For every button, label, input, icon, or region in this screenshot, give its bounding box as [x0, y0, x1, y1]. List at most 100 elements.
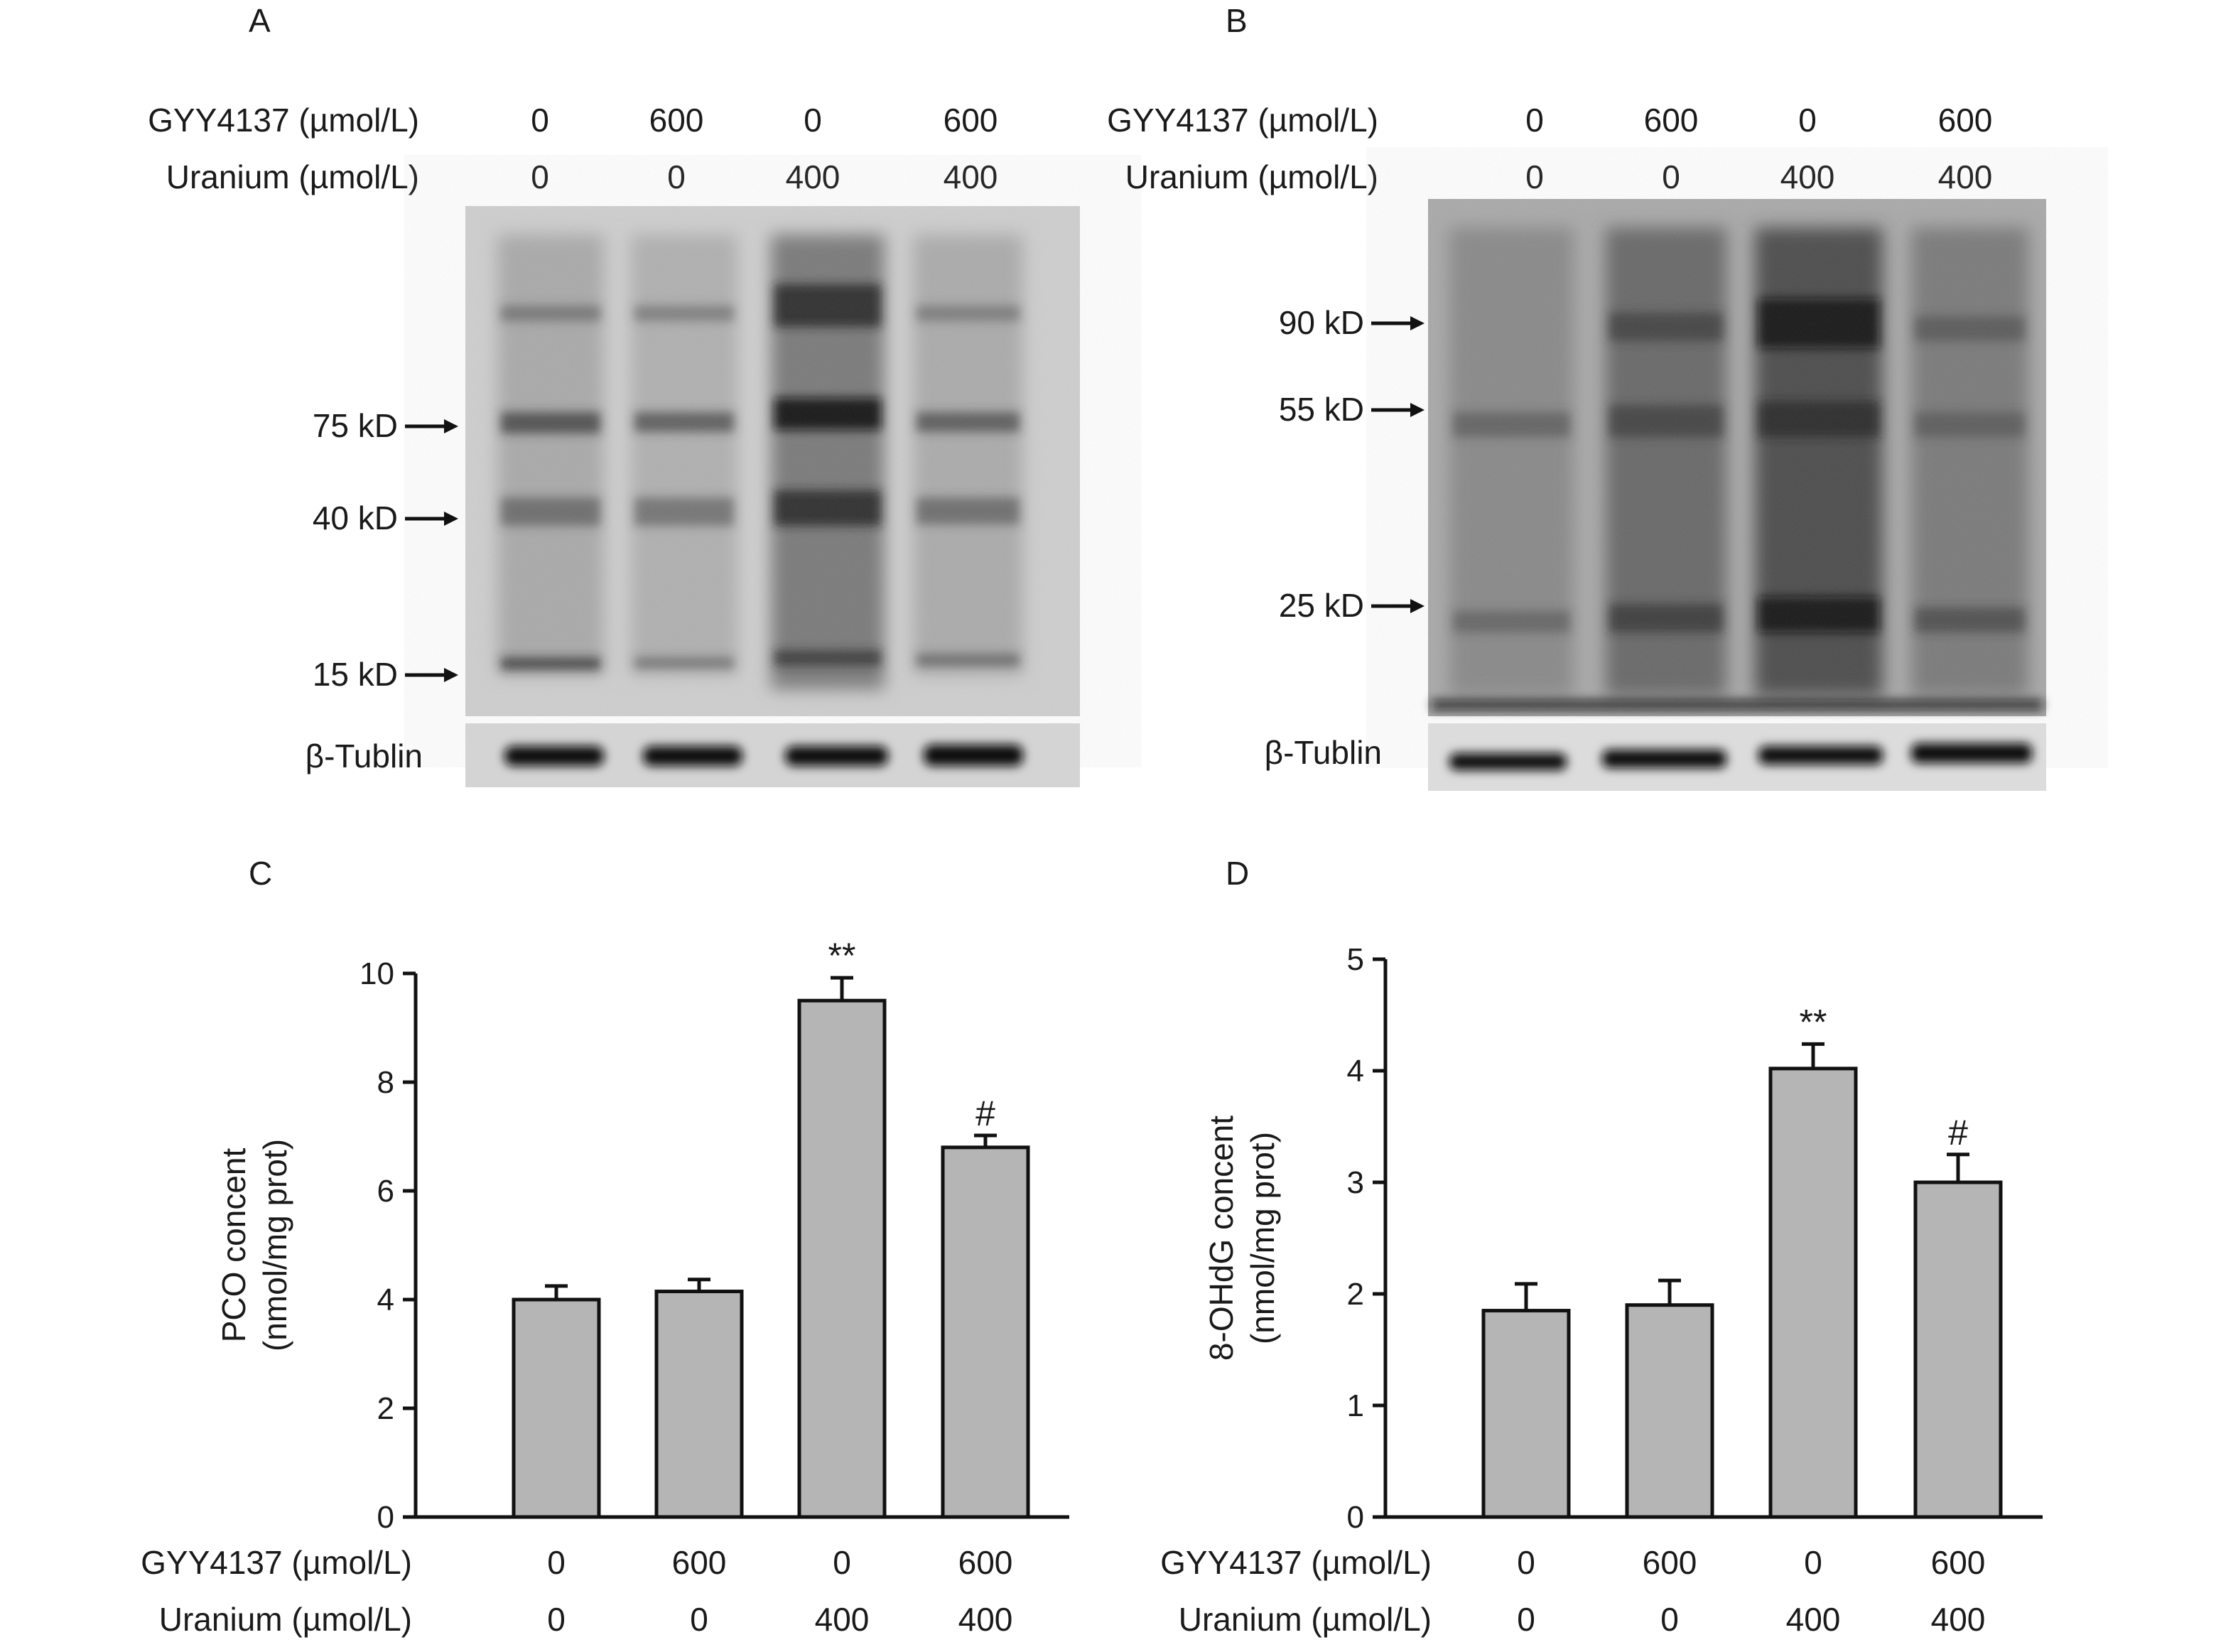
- y-tick-label: 0: [1347, 1500, 1364, 1535]
- blot-b-tubulin-band: [1911, 743, 2032, 763]
- y-axis-label: 8-OHdG concent: [1203, 1116, 1240, 1361]
- chart-8ohdg: 0 1 2 3 4 5 8-OHdG concent (nmol/mg prot) 0 0 600 0…: [1160, 942, 2043, 1638]
- blot-b-row-label-gyy: GYY4137 (µmol/L): [1107, 102, 1378, 139]
- y-tick-label: 10: [360, 956, 394, 991]
- x-label-uranium: 400: [1786, 1601, 1841, 1638]
- blot-b-marker-label: 90 kD: [1279, 304, 1364, 341]
- blot-a-grain: [465, 206, 1080, 716]
- blot-b-tubulin-band: [1758, 746, 1883, 765]
- panel-label-a: A: [249, 2, 271, 39]
- x-label-gyy: 0: [547, 1544, 566, 1581]
- bar: [1625, 1303, 1714, 1519]
- y-axis-label-units: (nmol/mg prot): [256, 1139, 293, 1351]
- x-label-gyy: 600: [1643, 1544, 1697, 1581]
- blot-b-tubulin-band: [1449, 753, 1567, 770]
- blot-a-lane2-gyy: 600: [649, 102, 704, 139]
- blot-b-grain: [1428, 199, 2046, 716]
- y-axis-label-units: (nmol/mg prot): [1244, 1132, 1281, 1344]
- x-label-uranium: 400: [958, 1601, 1013, 1638]
- bar: [1768, 1067, 1858, 1519]
- blot-b-lane1-gyy: 0: [1525, 102, 1544, 139]
- blot-b-marker-label: 25 kD: [1279, 587, 1364, 624]
- significance-mark: **: [828, 936, 856, 976]
- blot-a-marker-arrowhead: [444, 668, 458, 682]
- x-label-uranium: 0: [690, 1601, 708, 1638]
- blot-b: GYY4137 (µmol/L) Uranium (µmol/L) 0 600 …: [1107, 102, 2046, 791]
- blot-a-lane4-uranium: 400: [944, 158, 998, 195]
- blot-a-lane4-gyy: 600: [944, 102, 998, 139]
- row-label-uranium: Uranium (µmol/L): [1179, 1601, 1432, 1638]
- blot-a: GYY4137 (µmol/L) Uranium (µmol/L) 0 600 …: [148, 102, 1080, 787]
- blot-b-lane4-gyy: 600: [1938, 102, 1993, 139]
- x-label-gyy: 600: [958, 1544, 1013, 1581]
- blot-a-tubulin-band: [643, 746, 742, 766]
- x-label-gyy: 600: [672, 1544, 727, 1581]
- blot-a-tubulin-band: [924, 745, 1023, 766]
- blot-a-lane3-gyy: 0: [804, 102, 822, 139]
- blot-b-lane3-uranium: 400: [1780, 158, 1835, 195]
- blot-b-lane2-uranium: 0: [1662, 158, 1680, 195]
- panel-label-b: B: [1226, 2, 1248, 39]
- blot-b-tubulin-band: [1602, 750, 1726, 768]
- y-tick-label: 5: [1347, 942, 1364, 977]
- x-label-uranium: 400: [1931, 1601, 1986, 1638]
- blot-a-marker-label: 40 kD: [313, 500, 398, 536]
- x-label-gyy: 600: [1931, 1544, 1986, 1581]
- y-tick-label: 0: [377, 1500, 394, 1535]
- blot-b-marker-arrowhead: [1410, 599, 1425, 613]
- significance-mark: #: [975, 1094, 995, 1133]
- blot-a-marker-label: 75 kD: [313, 407, 398, 444]
- blot-a-lane3-uranium: 400: [786, 158, 840, 195]
- blot-b-loading-label: β-Tublin: [1265, 734, 1382, 771]
- blot-a-row-label-uranium: Uranium (µmol/L): [166, 158, 419, 195]
- blot-b-lane1-uranium: 0: [1525, 158, 1544, 195]
- y-axis-label: PCO concent: [215, 1148, 252, 1342]
- row-label-gyy: GYY4137 (µmol/L): [141, 1544, 412, 1581]
- y-tick-label: 4: [377, 1283, 394, 1317]
- blot-a-lane1-uranium: 0: [531, 158, 549, 195]
- blot-a-marker-arrowhead: [444, 512, 458, 526]
- y-tick-label: 4: [1347, 1054, 1364, 1089]
- x-label-uranium: 0: [547, 1601, 566, 1638]
- blot-b-lane3-gyy: 0: [1798, 102, 1817, 139]
- blot-a-lane2-uranium: 0: [667, 158, 686, 195]
- y-tick-label: 2: [1347, 1277, 1364, 1312]
- x-label-gyy: 0: [833, 1544, 851, 1581]
- x-label-gyy: 0: [1804, 1544, 1822, 1581]
- y-tick-label: 1: [1347, 1388, 1364, 1423]
- blot-a-marker-label: 15 kD: [313, 656, 398, 693]
- blot-a-marker-arrowhead: [444, 419, 458, 433]
- blot-b-row-label-uranium: Uranium (µmol/L): [1125, 158, 1378, 195]
- bar: [941, 1145, 1030, 1519]
- bar: [1913, 1180, 2003, 1519]
- blot-b-marker-label: 55 kD: [1279, 391, 1364, 428]
- blot-a-tubulin-band: [785, 746, 888, 766]
- y-tick-label: 6: [377, 1174, 394, 1209]
- x-label-gyy: 0: [1517, 1544, 1535, 1581]
- bar: [797, 998, 887, 1519]
- y-tick-label: 2: [377, 1391, 394, 1426]
- row-label-uranium: Uranium (µmol/L): [159, 1601, 412, 1638]
- significance-mark: #: [1948, 1113, 1968, 1152]
- blot-b-marker-arrowhead: [1410, 316, 1425, 330]
- x-label-uranium: 0: [1660, 1601, 1679, 1638]
- x-label-uranium: 0: [1517, 1601, 1535, 1638]
- significance-mark: **: [1800, 1002, 1827, 1042]
- blot-b-lane4-uranium: 400: [1938, 158, 1993, 195]
- bar: [512, 1297, 601, 1519]
- x-label-uranium: 400: [815, 1601, 870, 1638]
- blot-a-row-label-gyy: GYY4137 (µmol/L): [148, 102, 419, 139]
- blot-a-lane1-gyy: 0: [531, 102, 549, 139]
- bar: [1481, 1309, 1571, 1519]
- chart-pco: 0 2 4 6 8 10 PCO concent (nmol/mg prot) 0 0 600 0 **…: [141, 936, 1069, 1638]
- bar: [654, 1290, 744, 1519]
- blot-b-lane2-gyy: 600: [1644, 102, 1699, 139]
- y-tick-label: 3: [1347, 1165, 1364, 1200]
- panel-label-c: C: [249, 855, 272, 892]
- y-tick-label: 8: [377, 1065, 394, 1100]
- panel-label-d: D: [1226, 855, 1249, 892]
- blot-a-tubulin-band: [504, 746, 604, 766]
- blot-a-loading-label: β-Tublin: [306, 738, 423, 774]
- row-label-gyy: GYY4137 (µmol/L): [1160, 1544, 1432, 1581]
